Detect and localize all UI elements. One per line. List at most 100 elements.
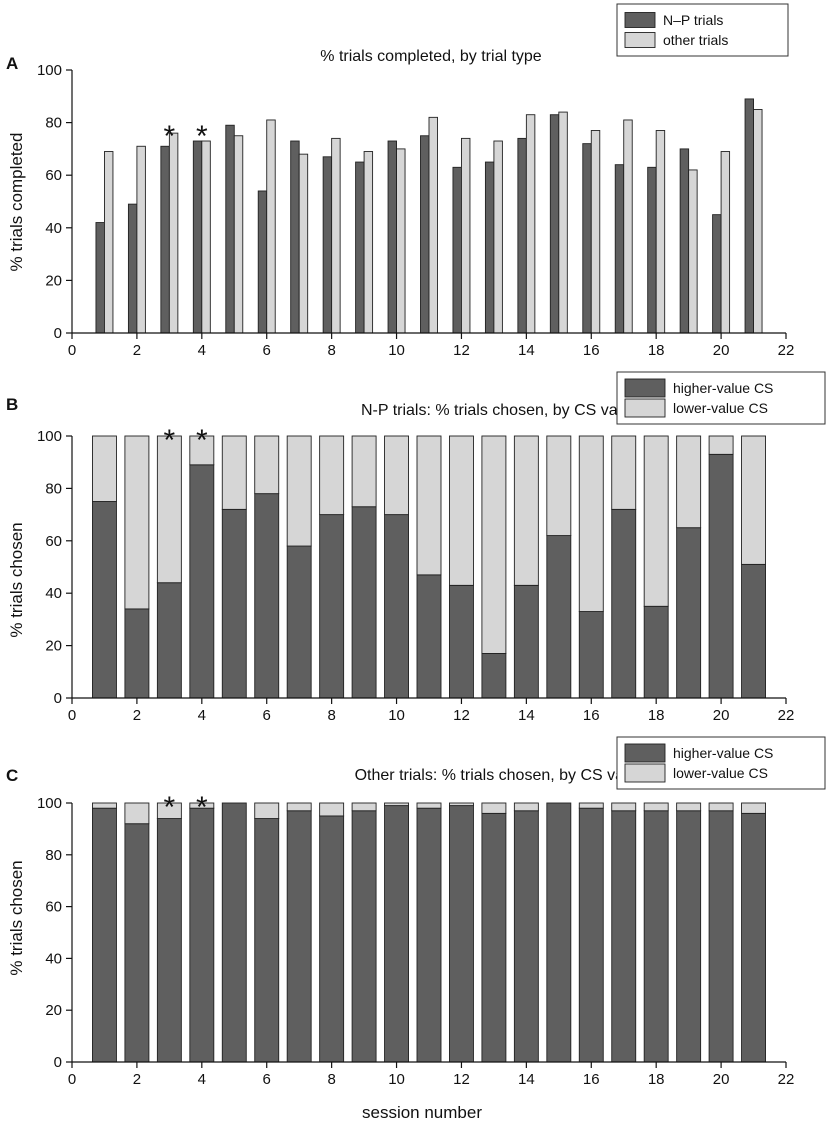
panel-a-y-tick-label-60: 60 — [45, 167, 62, 184]
panel-a-x-tick-label-18: 18 — [648, 342, 665, 359]
panel-a-bar-s2-session-19 — [688, 169, 698, 334]
panel-b-bar-s2-session-5 — [221, 435, 247, 510]
panel-c-legend-swatch-2 — [624, 763, 666, 783]
panel-b-title: N-P trials: % trials chosen, by CS value — [361, 402, 639, 419]
panel-a-bar-s2-session-14 — [525, 114, 536, 334]
panel-b-legend-label-2: lower-value CS — [673, 400, 768, 416]
panel-a-bar-s1-session-13 — [484, 161, 495, 334]
panel-b-x-tick-label-22: 22 — [778, 707, 795, 724]
panel-a-bar-s1-session-11 — [420, 135, 430, 334]
panel-a-bar-s2-session-4 — [201, 140, 211, 334]
panel-a-bar-s2-session-21 — [753, 108, 763, 334]
panel-b-x-tick-label-4: 4 — [198, 707, 206, 724]
panel-b-x-tick-label-6: 6 — [263, 707, 271, 724]
panel-a-title: % trials completed, by trial type — [320, 48, 542, 65]
panel-a-x-tick-label-16: 16 — [583, 342, 600, 359]
x-axis-label: session number — [362, 1103, 482, 1122]
panel-b-bar-s2-session-19 — [676, 435, 702, 529]
panel-a-x-tick-label-22: 22 — [778, 342, 795, 359]
panel-b-y-tick-label-0: 0 — [54, 690, 62, 707]
panel-b-bar-s2-session-4 — [189, 435, 215, 466]
panel-a-bar-s2-session-5 — [233, 135, 244, 334]
panel-c-legend-label-2: lower-value CS — [673, 765, 768, 781]
panel-b-bar-s1-session-9 — [351, 506, 377, 699]
panel-a-bar-s2-session-7 — [298, 153, 309, 334]
panel-c-x-tick-label-20: 20 — [713, 1071, 730, 1088]
panel-c-bar-s1-session-5 — [221, 802, 247, 1063]
panel-b-y-tick-label-80: 80 — [45, 480, 62, 497]
panel-a-plot-area: 0 20 40 60 80 100 0 2 4 6 8 10 12 14 16 18 20 22 — [37, 62, 794, 359]
panel-c-bar-s2-session-10 — [384, 802, 409, 807]
panel-c-bar-s1-session-20 — [708, 810, 734, 1063]
panel-a-bar-s1-session-3 — [160, 145, 170, 334]
panel-c-bar-s1-session-8 — [319, 815, 345, 1063]
panel-c-plot-area: 0 20 40 60 80 100 0 2 4 6 8 10 12 14 16 18 20 22 — [37, 795, 794, 1088]
panel-a-y-axis-label: % trials completed — [7, 133, 26, 272]
panel-b-bar-s2-session-11 — [416, 435, 442, 576]
panel-a-legend-swatch-2 — [624, 32, 656, 48]
panel-b-bar-s2-session-7 — [286, 435, 312, 547]
panel-a-legend-label-2: other trials — [663, 32, 728, 48]
panel-c-y-tick-label-0: 0 — [54, 1054, 62, 1071]
panel-b-bar-s2-session-18 — [643, 435, 669, 607]
panel-b-bar-s2-session-3 — [156, 435, 182, 584]
panel-a-bar-s1-session-15 — [549, 114, 560, 334]
panel-c-bar-s2-session-20 — [708, 802, 734, 812]
panel-c-bar-s2-session-4 — [189, 802, 215, 809]
panel-b-bar-s2-session-10 — [384, 435, 409, 516]
panel-b-x-tick-label-0: 0 — [68, 707, 76, 724]
panel-b-y-axis-label: % trials chosen — [7, 522, 26, 637]
panel-b-bar-s2-session-1 — [92, 435, 117, 502]
panel-a-x-tick-label-14: 14 — [518, 342, 535, 359]
panel-b-bar-s1-session-2 — [124, 608, 150, 699]
panel-a-annotations: * * — [164, 120, 208, 153]
panel-c-annotations: * * — [164, 791, 208, 824]
panel-c-y-axis-label: % trials chosen — [7, 860, 26, 975]
panel-c-bar-s2-session-7 — [286, 802, 312, 812]
panel-b-bar-s1-session-20 — [708, 453, 734, 699]
panel-c-bar-s1-session-9 — [351, 810, 377, 1063]
panel-b-bar-s2-session-8 — [319, 435, 345, 516]
panel-b-bar-s1-session-16 — [578, 611, 604, 699]
panel-a-bar-s1-session-17 — [614, 164, 625, 334]
panel-a-bar-s2-session-13 — [493, 140, 503, 334]
panel-a-bar-s1-session-16 — [582, 143, 592, 334]
panel-c-bar-s2-session-2 — [124, 802, 150, 825]
panel-a-bar-s2-session-10 — [396, 148, 406, 334]
panel-a-bar-s1-session-14 — [517, 137, 527, 334]
panel-a-bar-s1-session-4 — [192, 140, 203, 334]
panel-a-x-tick-label-0: 0 — [68, 342, 76, 359]
panel-c-y-tick-label-60: 60 — [45, 899, 62, 916]
panel-b-plot-area: 0 20 40 60 80 100 0 2 4 6 8 10 12 14 16 18 20 22 — [37, 428, 794, 724]
panel-c-bar-s2-session-12 — [449, 802, 474, 807]
panel-b-significance-star-1: * — [164, 424, 176, 457]
panel-c-bar-s2-session-9 — [351, 802, 377, 812]
panel-c-x-tick-label-12: 12 — [453, 1071, 470, 1088]
panel-a-bar-s1-session-6 — [257, 190, 268, 334]
panel-a-bar-s1-session-8 — [322, 156, 333, 334]
panel-a-bar-s2-session-2 — [136, 145, 146, 334]
panel-a-bar-s2-session-17 — [623, 119, 633, 334]
panel-b-bar-s1-session-17 — [611, 508, 637, 699]
panel-b-x-tick-label-20: 20 — [713, 707, 730, 724]
panel-c-bar-s1-session-19 — [676, 810, 702, 1063]
panel-b-x-tick-label-8: 8 — [327, 707, 335, 724]
panel-c-x-tick-label-16: 16 — [583, 1071, 600, 1088]
panel-b-bar-s1-session-1 — [92, 501, 117, 699]
panel-a-bar-s1-session-20 — [712, 214, 722, 334]
panel-c-bar-s1-session-11 — [416, 807, 442, 1063]
panel-c-bar-s2-session-1 — [92, 802, 117, 809]
panel-a-x-tick-label-6: 6 — [263, 342, 271, 359]
panel-a-bar-s2-session-18 — [655, 130, 666, 334]
panel-c-bar-s1-session-14 — [513, 810, 539, 1063]
panel-a-bar-s2-session-9 — [363, 151, 374, 334]
panel-c-y-tick-label-100: 100 — [37, 795, 62, 812]
panel-a-bar-s2-session-6 — [266, 119, 276, 334]
panel-a-bar-s2-session-15 — [558, 111, 568, 334]
panel-b-bar-s1-session-5 — [221, 508, 247, 699]
panel-a-bar-s1-session-21 — [744, 98, 754, 334]
panel-b-bar-s1-session-21 — [741, 563, 766, 699]
panel-a-y-tick-label-40: 40 — [45, 220, 62, 237]
panel-a-x-tick-label-4: 4 — [198, 342, 206, 359]
panel-a-bar-s1-session-5 — [225, 124, 235, 334]
